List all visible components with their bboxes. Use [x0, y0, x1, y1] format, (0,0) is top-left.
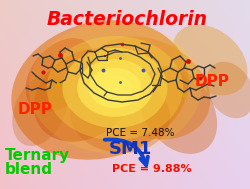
Ellipse shape [172, 25, 246, 95]
Ellipse shape [62, 48, 167, 128]
Text: Ternary: Ternary [5, 148, 70, 163]
Ellipse shape [70, 77, 169, 153]
Ellipse shape [205, 62, 250, 118]
Text: SM1: SM1 [108, 140, 151, 158]
Text: PCE = 7.48%: PCE = 7.48% [105, 128, 174, 138]
Ellipse shape [34, 48, 136, 142]
Ellipse shape [12, 74, 68, 146]
Ellipse shape [29, 22, 200, 154]
Text: blend: blend [5, 162, 53, 177]
Text: PCE = 9.88%: PCE = 9.88% [112, 164, 191, 174]
Ellipse shape [26, 38, 94, 112]
Ellipse shape [98, 75, 131, 101]
Ellipse shape [106, 82, 123, 94]
Text: DPP: DPP [194, 74, 229, 90]
Ellipse shape [11, 20, 188, 160]
Ellipse shape [77, 59, 152, 117]
FancyArrowPatch shape [104, 139, 147, 165]
Text: Bacteriochlorin: Bacteriochlorin [46, 10, 207, 29]
Ellipse shape [88, 68, 141, 108]
Ellipse shape [46, 36, 182, 140]
Text: DPP: DPP [18, 102, 53, 118]
Ellipse shape [85, 36, 210, 139]
Ellipse shape [138, 66, 216, 154]
